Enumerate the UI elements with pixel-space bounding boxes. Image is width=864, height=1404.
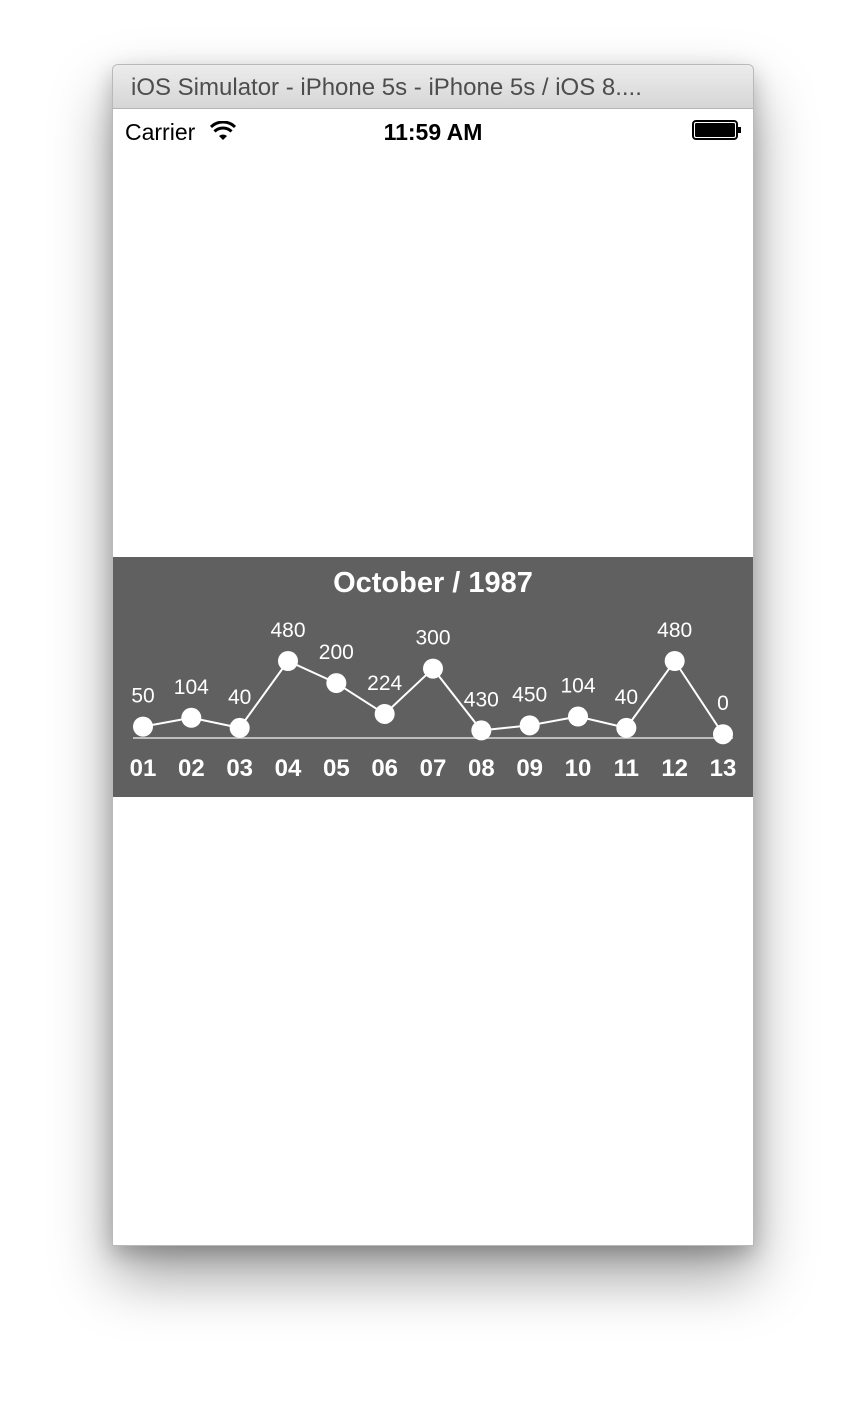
- x-tick-label: 13: [710, 755, 737, 782]
- data-point[interactable]: [374, 703, 395, 724]
- x-tick-label: 10: [565, 755, 592, 782]
- window-title: iOS Simulator - iPhone 5s - iPhone 5s / …: [131, 74, 642, 101]
- data-label: 480: [657, 619, 692, 642]
- x-tick-label: 08: [468, 755, 495, 782]
- x-tick-label: 09: [516, 755, 543, 782]
- data-point[interactable]: [713, 724, 733, 745]
- data-point[interactable]: [519, 715, 540, 736]
- data-label: 200: [319, 641, 354, 664]
- data-label: 450: [512, 683, 547, 706]
- data-point[interactable]: [326, 673, 347, 694]
- data-point[interactable]: [181, 707, 202, 728]
- x-tick-label: 06: [371, 755, 398, 782]
- data-point[interactable]: [664, 651, 685, 671]
- data-label: 50: [131, 685, 154, 708]
- data-label: 40: [228, 686, 251, 709]
- data-label: 104: [174, 676, 209, 699]
- x-tick-label: 11: [614, 755, 639, 782]
- status-bar: Carrier 11:59 AM: [113, 109, 753, 149]
- simulator-window: iOS Simulator - iPhone 5s - iPhone 5s / …: [112, 64, 754, 1246]
- data-label: 0: [717, 692, 729, 715]
- data-label: 40: [615, 686, 638, 709]
- x-tick-label: 07: [420, 755, 447, 782]
- wifi-icon: [210, 121, 236, 140]
- data-point[interactable]: [229, 717, 250, 738]
- x-tick-label: 01: [130, 755, 157, 782]
- data-point[interactable]: [278, 651, 298, 671]
- status-time: 11:59 AM: [383, 119, 483, 145]
- data-label: 480: [270, 619, 305, 642]
- line-chart: 50 01 104 02 40 03 480 04 200 05 224 06 300 07 430 08 45…: [130, 619, 737, 782]
- data-label: 224: [367, 672, 402, 695]
- window-titlebar[interactable]: iOS Simulator - iPhone 5s - iPhone 5s / …: [113, 65, 753, 109]
- x-tick-label: 12: [661, 755, 688, 782]
- data-label: 104: [560, 675, 595, 698]
- data-point[interactable]: [133, 716, 153, 737]
- data-point[interactable]: [568, 706, 588, 727]
- chart-title: October / 1987: [333, 567, 533, 599]
- data-point[interactable]: [616, 717, 637, 738]
- battery-icon: [692, 120, 741, 140]
- phone-screen: Carrier 11:59 AM October / 1987 50 01 104 0…: [113, 109, 753, 1245]
- x-tick-label: 02: [178, 755, 205, 782]
- data-point[interactable]: [471, 720, 492, 741]
- data-label: 430: [464, 688, 499, 711]
- x-tick-label: 04: [275, 755, 302, 782]
- x-tick-label: 05: [323, 755, 350, 782]
- x-tick-label: 03: [226, 755, 253, 782]
- carrier-label: Carrier: [125, 119, 196, 145]
- data-point[interactable]: [423, 658, 443, 679]
- chart-panel: October / 1987 50 01 104 02 40 03 480 04 200 05 22…: [113, 557, 753, 797]
- data-label: 300: [415, 627, 450, 650]
